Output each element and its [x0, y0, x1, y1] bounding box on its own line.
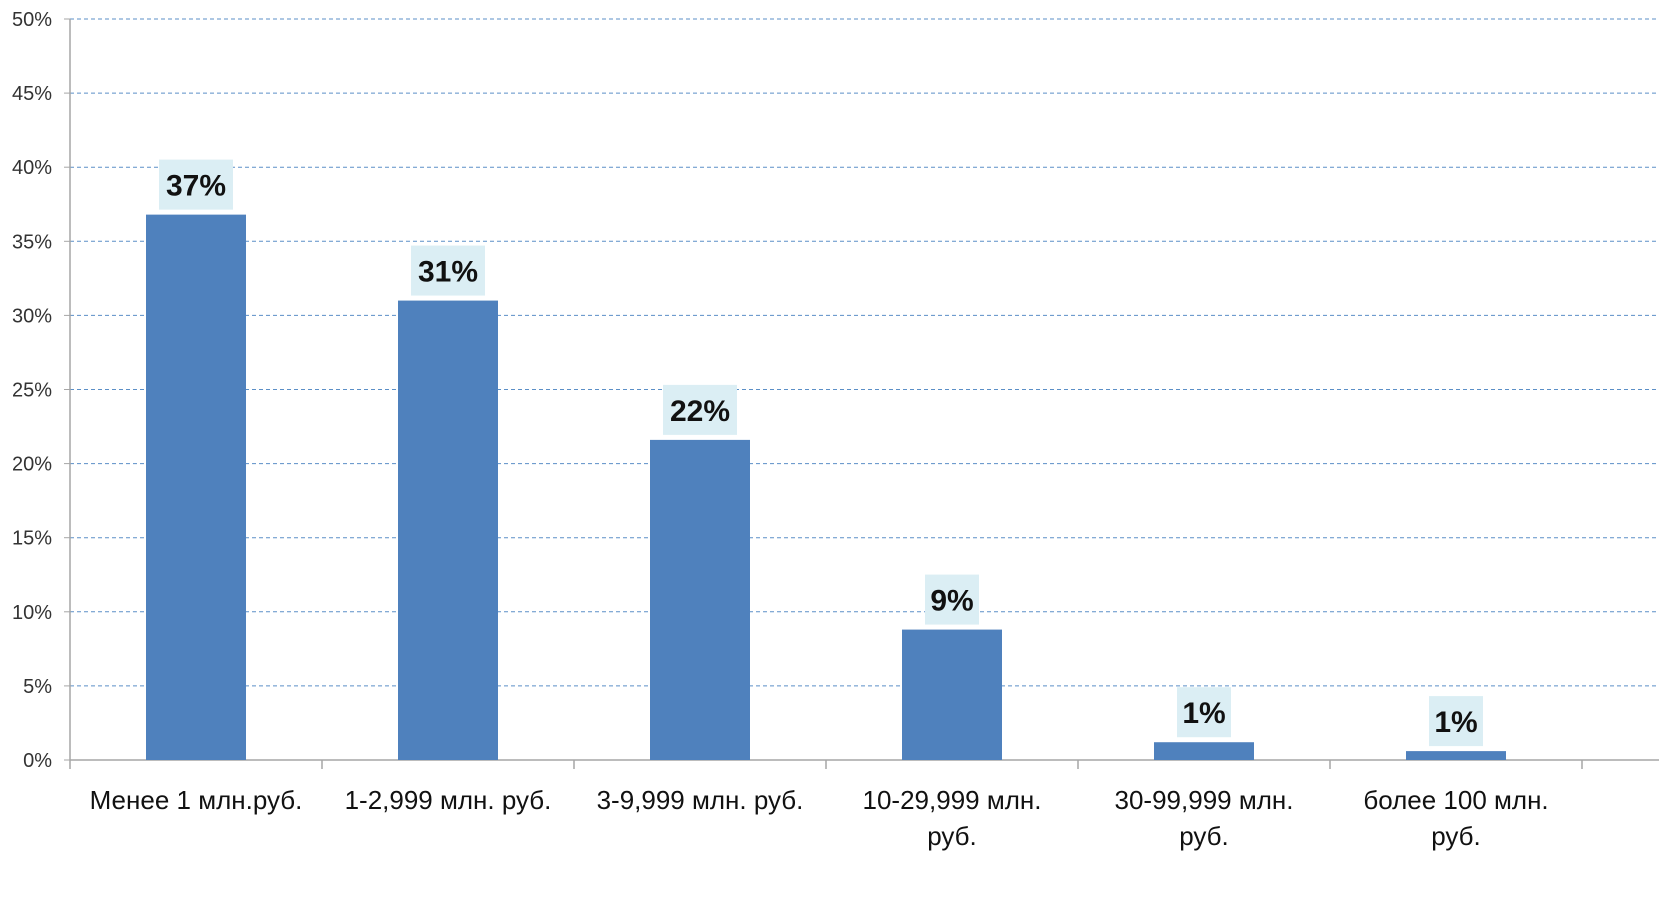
x-category-label: руб.: [1431, 821, 1481, 851]
x-category-label: Менее 1 млн.руб.: [90, 785, 303, 815]
bar: [1406, 751, 1506, 760]
y-tick-label: 10%: [12, 602, 52, 624]
y-tick-label: 5%: [23, 676, 52, 698]
gridlines: [70, 18, 1659, 687]
data-label-background: [1177, 687, 1231, 738]
y-tick-label: 25%: [12, 380, 52, 402]
x-category-label: 1-2,999 млн. руб.: [345, 785, 552, 815]
y-tick-label: 0%: [23, 750, 52, 772]
data-label-background: [411, 245, 485, 296]
data-label-background: [925, 574, 979, 625]
data-label: 22%: [670, 395, 730, 428]
data-label-background: [159, 159, 233, 210]
data-label-background: [1429, 696, 1483, 747]
x-category-label: 3-9,999 млн. руб.: [597, 785, 804, 815]
data-label: 37%: [166, 170, 226, 203]
y-tick-label: 50%: [12, 9, 52, 31]
data-labels: 37% 31% 22% 9% 1% 1%: [159, 159, 1483, 747]
y-tick-labels: 0% 5% 10% 15% 20% 25% 30% 35% 40% 45% 50%: [12, 9, 52, 772]
x-category-label: 10-29,999 млн.: [863, 785, 1042, 815]
bar: [902, 629, 1002, 760]
x-category-labels: Менее 1 млн.руб. 1-2,999 млн. руб. 3-9,999…: [90, 785, 1549, 851]
x-category-label: руб.: [1179, 821, 1229, 851]
y-tick-label: 40%: [12, 157, 52, 179]
data-label: 1%: [1182, 697, 1225, 730]
bars: [146, 214, 1506, 760]
data-label: 31%: [418, 256, 478, 289]
x-category-label: 30-99,999 млн.: [1115, 785, 1294, 815]
y-tick-label: 35%: [12, 231, 52, 253]
bar: [398, 300, 498, 760]
y-tick-label: 30%: [12, 305, 52, 327]
y-tick-label: 20%: [12, 454, 52, 476]
x-category-label: руб.: [927, 821, 977, 851]
data-label: 1%: [1434, 706, 1477, 739]
x-category-label: более 100 млн.: [1363, 785, 1548, 815]
bar: [650, 439, 750, 760]
data-label-background: [663, 384, 737, 435]
y-tick-label: 15%: [12, 528, 52, 550]
data-label: 9%: [930, 585, 973, 618]
bar: [146, 214, 246, 760]
axes: [64, 18, 1659, 769]
bar: [1154, 742, 1254, 760]
y-tick-label: 45%: [12, 83, 52, 105]
